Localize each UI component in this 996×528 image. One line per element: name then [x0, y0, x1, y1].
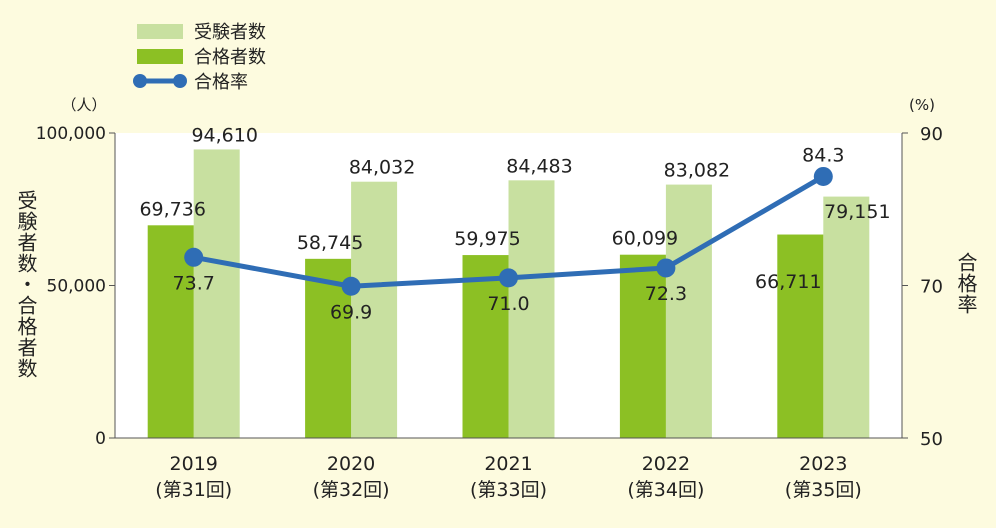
legend-marker-pass-rate-left [133, 74, 147, 88]
bar-applicants-2022 [665, 184, 712, 438]
label-applicants-2022: 83,082 [664, 160, 730, 182]
bar-applicants-2021 [508, 180, 555, 438]
legend-swatch-applicants [137, 24, 183, 39]
x-tick-year: 2021 [484, 453, 532, 475]
bar-passers-2022 [619, 254, 666, 438]
y-right-tick-label: 70 [920, 277, 943, 298]
label-passers-2023: 66,711 [755, 271, 821, 293]
bar-applicants-2020 [351, 181, 398, 438]
y-left-title: 受験者数・合格者数 [14, 190, 38, 379]
x-tick-round: (第32回) [313, 479, 390, 501]
label-pass-rate-2023: 84.3 [802, 144, 844, 166]
x-tick-year: 2023 [799, 453, 847, 475]
label-passers-2019: 69,736 [139, 198, 205, 220]
label-pass-rate-2020: 69.9 [330, 301, 372, 323]
bar-applicants-2019 [193, 149, 240, 438]
label-passers-2020: 58,745 [297, 232, 363, 254]
label-applicants-2021: 84,483 [506, 155, 572, 177]
y-right-title: 合格率 [954, 252, 978, 315]
label-pass-rate-2021: 71.0 [487, 293, 529, 315]
bar-applicants-2023 [823, 196, 870, 438]
label-applicants-2023: 79,151 [824, 201, 890, 223]
bar-passers-2021 [462, 255, 509, 438]
point-pass-rate-2023 [813, 166, 833, 186]
y-right-tick-label: 90 [920, 124, 943, 145]
label-pass-rate-2019: 73.7 [173, 272, 215, 294]
point-pass-rate-2022 [656, 258, 676, 278]
legend-label-pass-rate: 合格率 [194, 72, 248, 93]
point-pass-rate-2019 [184, 247, 204, 267]
point-pass-rate-2021 [499, 268, 518, 288]
x-tick-round: (第34回) [627, 479, 704, 501]
label-applicants-2019: 94,610 [191, 124, 257, 146]
x-tick-year: 2020 [327, 453, 375, 475]
x-tick-year: 2022 [642, 453, 690, 475]
label-applicants-2020: 84,032 [349, 157, 415, 179]
y-right-unit: (%) [909, 96, 935, 114]
x-tick-year: 2019 [170, 453, 218, 475]
y-left-tick-label: 100,000 [36, 124, 106, 144]
x-tick-round: (第31回) [155, 479, 232, 501]
x-tick-round: (第33回) [470, 479, 547, 501]
y-left-tick-label: 0 [95, 429, 106, 449]
point-pass-rate-2020 [341, 276, 361, 296]
legend-label-applicants: 受験者数 [194, 22, 266, 43]
label-passers-2021: 59,975 [454, 228, 520, 250]
y-left-tick-label: 50,000 [47, 277, 106, 297]
y-left-unit: （人） [61, 96, 106, 114]
x-tick-round: (第35回) [785, 479, 862, 501]
legend-swatch-passers [137, 49, 183, 64]
label-pass-rate-2022: 72.3 [645, 283, 687, 305]
y-right-tick-label: 50 [920, 429, 943, 450]
legend-marker-pass-rate-right [173, 74, 187, 88]
bar-passers-2023 [777, 234, 824, 438]
label-passers-2022: 60,099 [612, 228, 678, 250]
legend-label-passers: 合格者数 [194, 47, 266, 68]
